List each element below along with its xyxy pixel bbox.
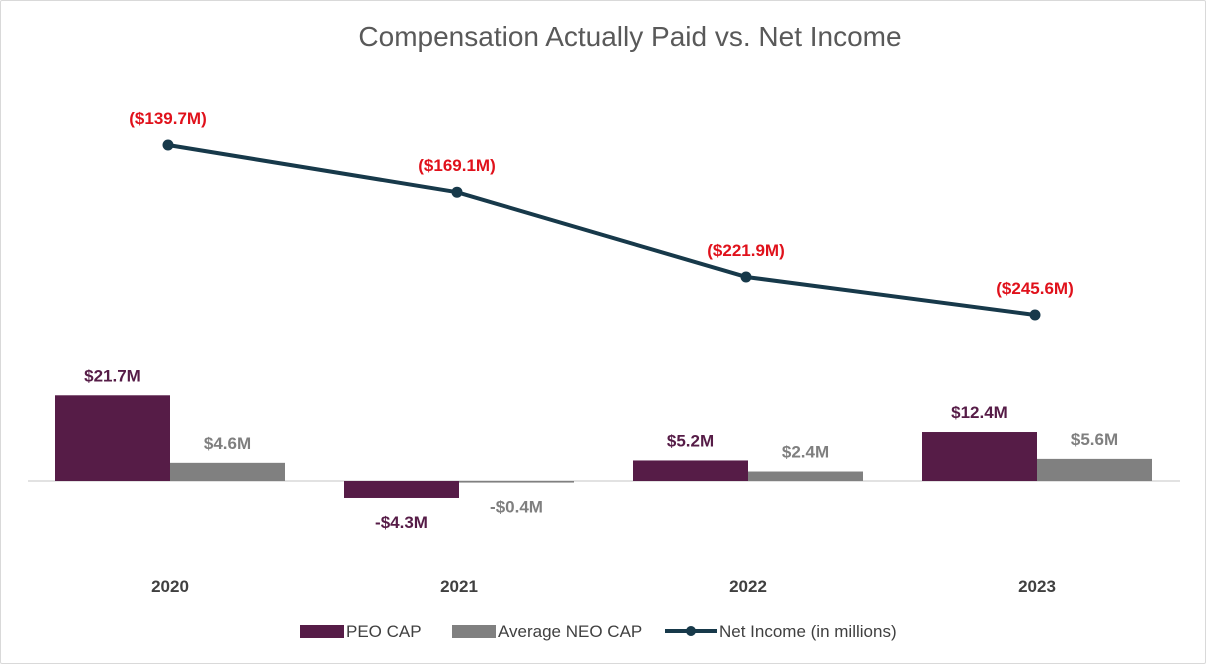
legend-item-average-neo-cap: Average NEO CAP [452,622,642,641]
legend-item-peo-cap: PEO CAP [300,622,422,641]
net-income-point-2022 [740,271,752,283]
legend-swatch-marker [686,626,696,636]
legend-item-net-income: Net Income (in millions) [665,622,897,641]
legend: PEO CAP Average NEO CAP Net Income (in mil… [300,622,897,641]
net-income-point-2020 [162,139,174,151]
bar-neo-2022 [748,471,863,481]
net-income-data-label: ($169.1M) [418,156,495,175]
legend-swatch [452,625,496,638]
bar-data-label: $2.4M [782,443,829,462]
bar-data-label: $21.7M [84,366,141,385]
bar-peo-2022 [633,460,748,481]
bar-peo-2023 [922,432,1037,481]
bar-data-label: -$0.4M [490,498,543,517]
bar-peo-2021 [344,481,459,498]
category-label-2020: 2020 [151,577,189,596]
bar-neo-2023 [1037,458,1152,481]
net-income-data-label: ($139.7M) [129,109,206,128]
bar-data-label: $5.2M [667,431,714,450]
bar-labels-group: $21.7M -$4.3M $5.2M $12.4M $4.6M -$0.4M $2.4M $… [84,366,1118,532]
bar-neo-2020 [170,462,285,481]
chart-title: Compensation Actually Paid vs. Net Incom… [358,21,901,52]
bar-neo-2021 [459,481,574,483]
legend-label: PEO CAP [346,622,422,641]
line-series-group: ($139.7M) ($169.1M) ($221.9M) ($245.6M) [129,109,1074,321]
bar-data-label: $4.6M [204,434,251,453]
bar-peo-2020 [55,395,170,481]
category-label-2022: 2022 [729,577,767,596]
category-label-2023: 2023 [1018,577,1056,596]
legend-label: Average NEO CAP [498,622,642,641]
category-label-2021: 2021 [440,577,478,596]
net-income-line [167,143,1036,317]
net-income-data-label: ($221.9M) [707,241,784,260]
legend-label: Net Income (in millions) [719,622,897,641]
legend-swatch [300,625,344,638]
bar-series-group [55,395,1152,498]
category-labels-group: 2020 2021 2022 2023 [151,577,1056,596]
bar-data-label: $12.4M [951,403,1008,422]
bar-data-label: $5.6M [1071,430,1118,449]
bar-data-label: -$4.3M [375,513,428,532]
net-income-data-label: ($245.6M) [996,279,1073,298]
net-income-point-2023 [1029,309,1041,321]
net-income-point-2021 [451,186,463,198]
